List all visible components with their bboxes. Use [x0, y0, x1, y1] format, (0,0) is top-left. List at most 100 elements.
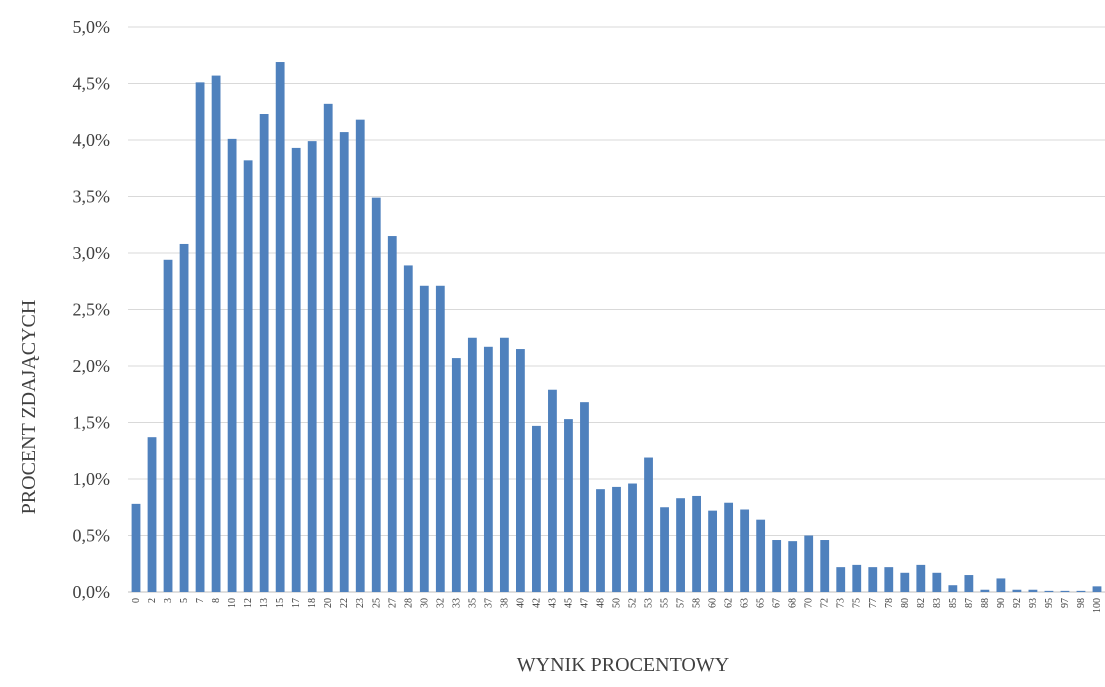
x-tick-labels: 0 2 3 5 7 8 10 12 13 15 17 18 20 22 23 25 27 28 30 32 33 35 37…	[131, 598, 1103, 613]
y-axis-title: PROCENT ZDAJĄCYCH	[18, 300, 40, 515]
x-tick-label: 30	[419, 598, 430, 608]
x-tick-label: 20	[323, 598, 334, 608]
x-tick-label: 97	[1060, 598, 1071, 608]
x-tick-label: 88	[980, 598, 991, 608]
bar	[980, 589, 990, 592]
bar	[788, 541, 798, 592]
x-tick-label: 60	[708, 598, 719, 608]
x-tick-label: 85	[948, 598, 959, 608]
x-tick-label: 93	[1028, 598, 1039, 608]
x-tick-label: 100	[1092, 598, 1103, 613]
x-tick-label: 8	[211, 598, 222, 603]
x-tick-label: 77	[868, 598, 879, 608]
y-tick-label: 3,5%	[73, 187, 111, 207]
bar	[804, 535, 814, 592]
bar	[868, 567, 878, 592]
bar	[1060, 590, 1070, 592]
bar	[612, 486, 621, 592]
x-tick-label: 53	[644, 598, 655, 608]
x-tick-label: 82	[916, 598, 927, 608]
bar	[820, 540, 830, 592]
x-tick-label: 52	[628, 598, 639, 608]
bar	[371, 197, 381, 592]
x-tick-label: 58	[692, 598, 703, 608]
x-tick-label: 72	[820, 598, 831, 608]
bar	[1076, 590, 1086, 592]
y-tick-label: 5,0%	[73, 17, 111, 37]
bar	[756, 519, 766, 592]
x-axis-title: WYNIK PROCENTOWY	[517, 654, 729, 676]
bar	[836, 567, 846, 592]
x-tick-label: 0	[131, 598, 142, 603]
y-tick-label: 0,5%	[73, 526, 111, 546]
x-tick-label: 2	[147, 598, 158, 603]
x-tick-label: 37	[483, 598, 494, 608]
x-tick-label: 78	[884, 598, 895, 608]
x-tick-label: 98	[1076, 598, 1087, 608]
x-tick-label: 13	[259, 598, 270, 608]
y-tick-label: 4,5%	[73, 74, 111, 94]
bars	[131, 62, 1102, 593]
x-tick-label: 95	[1044, 598, 1055, 608]
bar	[852, 564, 862, 592]
x-tick-label: 18	[307, 598, 318, 608]
x-tick-label: 92	[1012, 598, 1023, 608]
x-tick-label: 63	[740, 598, 751, 608]
bar	[660, 507, 669, 592]
x-tick-label: 33	[451, 598, 462, 608]
x-tick-label: 75	[852, 598, 863, 608]
bar	[916, 564, 926, 592]
x-tick-label: 27	[387, 598, 398, 608]
x-tick-label: 47	[579, 598, 590, 608]
x-tick-label: 40	[515, 598, 526, 608]
y-tick-label: 1,5%	[73, 413, 111, 433]
bar	[548, 389, 557, 592]
bar	[227, 138, 237, 592]
bar	[419, 285, 429, 592]
x-tick-label: 90	[996, 598, 1007, 608]
x-tick-label: 55	[660, 598, 671, 608]
bar	[580, 402, 589, 592]
bar	[243, 160, 253, 592]
x-tick-label: 67	[772, 598, 783, 608]
x-tick-label: 3	[163, 598, 174, 603]
bar	[467, 337, 477, 592]
y-tick-label: 0,0%	[73, 582, 111, 602]
y-tick-labels: 0,0% 0,5% 1,0% 1,5% 2,0% 2,5% 3,0% 3,5% 4,0% 4,5%…	[73, 17, 111, 602]
x-tick-label: 50	[612, 598, 623, 608]
x-tick-label: 22	[339, 598, 350, 608]
bar	[211, 75, 221, 593]
x-tick-label: 43	[547, 598, 558, 608]
bar	[435, 285, 445, 592]
x-tick-label: 15	[275, 598, 286, 608]
bar	[259, 114, 269, 592]
bar	[131, 503, 141, 592]
x-tick-label: 32	[435, 598, 446, 608]
x-tick-label: 62	[724, 598, 735, 608]
x-tick-label: 45	[563, 598, 574, 608]
bar	[628, 483, 637, 592]
bar	[451, 358, 461, 592]
y-tick-label: 2,0%	[73, 356, 111, 376]
bar	[291, 147, 301, 592]
x-tick-label: 10	[227, 598, 238, 608]
x-tick-label: 12	[243, 598, 254, 608]
x-tick-label: 83	[932, 598, 943, 608]
bar	[740, 509, 750, 592]
bar	[564, 419, 573, 592]
x-tick-label: 35	[467, 598, 478, 608]
x-tick-label: 68	[788, 598, 799, 608]
bar	[948, 585, 958, 592]
bar	[724, 502, 734, 592]
x-tick-label: 87	[964, 598, 975, 608]
y-tick-label: 4,0%	[73, 130, 111, 150]
bar	[499, 337, 509, 592]
bar	[339, 132, 349, 592]
bar	[403, 265, 413, 592]
bar	[163, 259, 173, 592]
bar	[195, 82, 205, 593]
gridlines	[128, 26, 1105, 593]
bar	[532, 425, 541, 592]
y-tick-label: 3,0%	[73, 243, 111, 263]
